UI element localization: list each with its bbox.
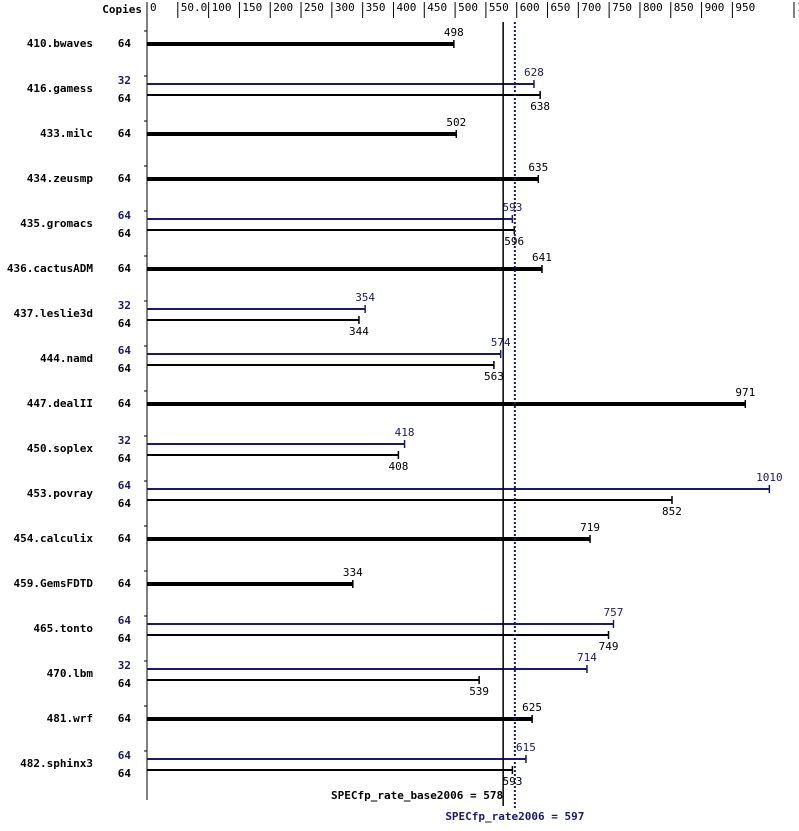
value-label: 852 — [662, 505, 682, 518]
copies: 64 — [118, 172, 132, 185]
peak-copies: 64 — [118, 749, 132, 762]
benchmark-name: 410.bwaves — [27, 37, 93, 50]
peak-value-label: 418 — [395, 426, 415, 439]
copies: 64 — [118, 577, 132, 590]
x-tick-label: 400 — [396, 1, 416, 14]
x-tick-label: 850 — [674, 1, 694, 14]
copies: 64 — [118, 767, 132, 780]
x-tick-label: 300 — [335, 1, 355, 14]
benchmark-name: 453.povray — [27, 487, 94, 500]
x-tick-label: 200 — [273, 1, 293, 14]
copies: 64 — [118, 397, 132, 410]
benchmark-name: 444.namd — [40, 352, 93, 365]
peak-value-label: 574 — [491, 336, 511, 349]
value-label: 749 — [599, 640, 619, 653]
copies: 64 — [118, 712, 132, 725]
copies: 64 — [118, 92, 132, 105]
benchmark-name: 433.milc — [40, 127, 93, 140]
x-tick-label: 250 — [304, 1, 324, 14]
benchmark-name: 434.zeusmp — [27, 172, 94, 185]
copies: 64 — [118, 317, 132, 330]
copies: 64 — [118, 37, 132, 50]
x-tick-label: 150 — [242, 1, 262, 14]
reference-label: SPECfp_rate_base2006 = 578 — [331, 789, 503, 802]
peak-copies: 32 — [118, 659, 131, 672]
value-label: 593 — [502, 775, 522, 788]
benchmark-name: 435.gromacs — [20, 217, 93, 230]
copies: 64 — [118, 677, 132, 690]
benchmark-name: 437.leslie3d — [14, 307, 93, 320]
benchmark-name: 465.tonto — [33, 622, 93, 635]
x-tick-label: 0 — [150, 1, 157, 14]
peak-copies: 32 — [118, 74, 131, 87]
value-label: 334 — [343, 566, 363, 579]
x-tick-label: 900 — [705, 1, 725, 14]
x-tick-label: 350 — [366, 1, 386, 14]
copies: 64 — [118, 532, 132, 545]
copies-header: Copies — [102, 3, 142, 16]
peak-copies: 64 — [118, 479, 132, 492]
benchmark-name: 450.soplex — [27, 442, 94, 455]
peak-copies: 64 — [118, 209, 132, 222]
x-tick-label: 650 — [551, 1, 571, 14]
copies: 64 — [118, 497, 132, 510]
x-tick-label: 700 — [581, 1, 601, 14]
peak-copies: 64 — [118, 614, 132, 627]
benchmark-name: 447.dealII — [27, 397, 93, 410]
value-label: 625 — [522, 701, 542, 714]
value-label: 638 — [530, 100, 550, 113]
value-label: 635 — [528, 161, 548, 174]
x-tick-label: 550 — [489, 1, 509, 14]
x-tick-label: 100 — [212, 1, 232, 14]
benchmark-name: 459.GemsFDTD — [14, 577, 94, 590]
value-label: 344 — [349, 325, 369, 338]
peak-value-label: 593 — [502, 201, 522, 214]
x-tick-label: 800 — [643, 1, 663, 14]
x-tick-label: 50.0 — [181, 1, 208, 14]
benchmark-name: 416.gamess — [27, 82, 93, 95]
peak-value-label: 1010 — [756, 471, 783, 484]
benchmark-name: 454.calculix — [14, 532, 94, 545]
benchmark-name: 470.lbm — [47, 667, 94, 680]
x-tick-label: 1050 — [797, 1, 799, 14]
x-tick-label: 600 — [520, 1, 540, 14]
benchmark-name: 481.wrf — [47, 712, 93, 725]
peak-value-label: 628 — [524, 66, 544, 79]
benchmark-name: 436.cactusADM — [7, 262, 93, 275]
x-tick-label: 450 — [427, 1, 447, 14]
peak-copies: 32 — [118, 434, 131, 447]
copies: 64 — [118, 362, 132, 375]
peak-value-label: 615 — [516, 741, 536, 754]
copies: 64 — [118, 262, 132, 275]
benchmark-name: 482.sphinx3 — [20, 757, 93, 770]
peak-copies: 32 — [118, 299, 131, 312]
reference-label: SPECfp_rate2006 = 597 — [445, 810, 584, 823]
x-tick-label: 950 — [735, 1, 755, 14]
peak-value-label: 714 — [577, 651, 597, 664]
value-label: 641 — [532, 251, 552, 264]
value-label: 502 — [446, 116, 466, 129]
copies: 64 — [118, 227, 132, 240]
value-label: 498 — [444, 26, 464, 39]
peak-value-label: 757 — [604, 606, 624, 619]
value-label: 563 — [484, 370, 504, 383]
copies: 64 — [118, 452, 132, 465]
copies: 64 — [118, 632, 132, 645]
value-label: 971 — [735, 386, 755, 399]
value-label: 539 — [469, 685, 489, 698]
x-tick-label: 500 — [458, 1, 478, 14]
x-tick-label: 750 — [612, 1, 632, 14]
peak-value-label: 354 — [355, 291, 375, 304]
copies: 64 — [118, 127, 132, 140]
value-label: 408 — [388, 460, 408, 473]
value-label: 596 — [504, 235, 524, 248]
peak-copies: 64 — [118, 344, 132, 357]
value-label: 719 — [580, 521, 600, 534]
